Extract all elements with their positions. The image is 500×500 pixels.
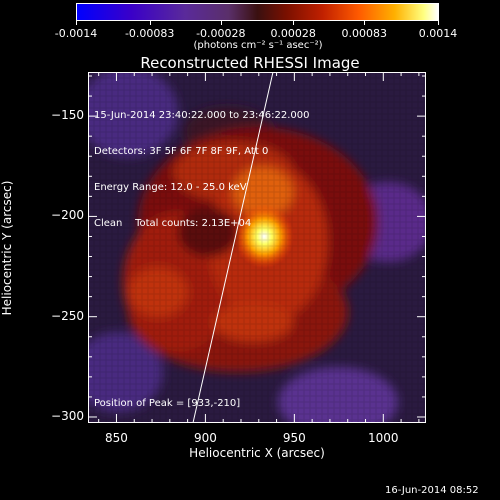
colorbar-tick <box>293 21 295 25</box>
colorbar-tick-label: 0.00028 <box>270 27 316 40</box>
annotation-energy: Energy Range: 12.0 - 25.0 keV <box>94 182 247 193</box>
colorbar-tick <box>220 21 222 25</box>
y-tick-label: −300 <box>51 408 84 423</box>
peak-position-label: Position of Peak = [933,-210] <box>94 398 241 409</box>
colorbar-tick-label: 0.0014 <box>418 27 458 40</box>
y-axis-label: Heliocentric Y (arcsec) <box>0 180 14 316</box>
y-tick-label: −250 <box>51 308 84 323</box>
colorbar-tick-label: 0.00083 <box>341 27 388 40</box>
colorbar-tick-label: -0.0014 <box>54 27 98 40</box>
solar-limb-line <box>192 72 274 423</box>
axis-tick-marks <box>88 72 426 423</box>
footer-timestamp: 16-Jun-2014 08:52 <box>385 485 479 496</box>
colorbar-tick-label: -0.00083 <box>124 27 175 40</box>
x-tick-label: 950 <box>282 431 306 445</box>
colorbar-tick <box>76 21 77 25</box>
x-axis-label: Heliocentric X (arcsec) <box>189 446 325 460</box>
y-tick-label: −200 <box>51 208 84 223</box>
colorbar <box>76 3 439 21</box>
x-tick-label: 1000 <box>368 431 399 445</box>
annotation-detectors: Detectors: 3F 5F 6F 7F 8F 9F, Att 0 <box>94 146 269 157</box>
annotation-time: 15-Jun-2014 23:40:22.000 to 23:46:22.000 <box>94 110 310 121</box>
y-tick-label: −150 <box>51 108 84 123</box>
colorbar-tick <box>364 21 366 25</box>
colorbar-unit-label: (photons cm⁻² s⁻¹ asec⁻²) <box>193 40 323 51</box>
annotation-block: 15-Jun-2014 23:40:22.000 to 23:46:22.000… <box>94 86 310 242</box>
x-tick-label: 850 <box>105 431 128 445</box>
plot-frame <box>88 72 426 423</box>
colorbar-tick <box>438 21 439 25</box>
chart-title: Reconstructed RHESSI Image <box>140 54 360 72</box>
annotation-clean: Clean Total counts: 2.13E+04 <box>94 218 252 229</box>
colorbar-tick <box>149 21 151 25</box>
colorbar-tick-label: -0.00028 <box>196 27 246 40</box>
x-tick-label: 900 <box>193 431 217 445</box>
heatmap-plot <box>88 72 426 423</box>
